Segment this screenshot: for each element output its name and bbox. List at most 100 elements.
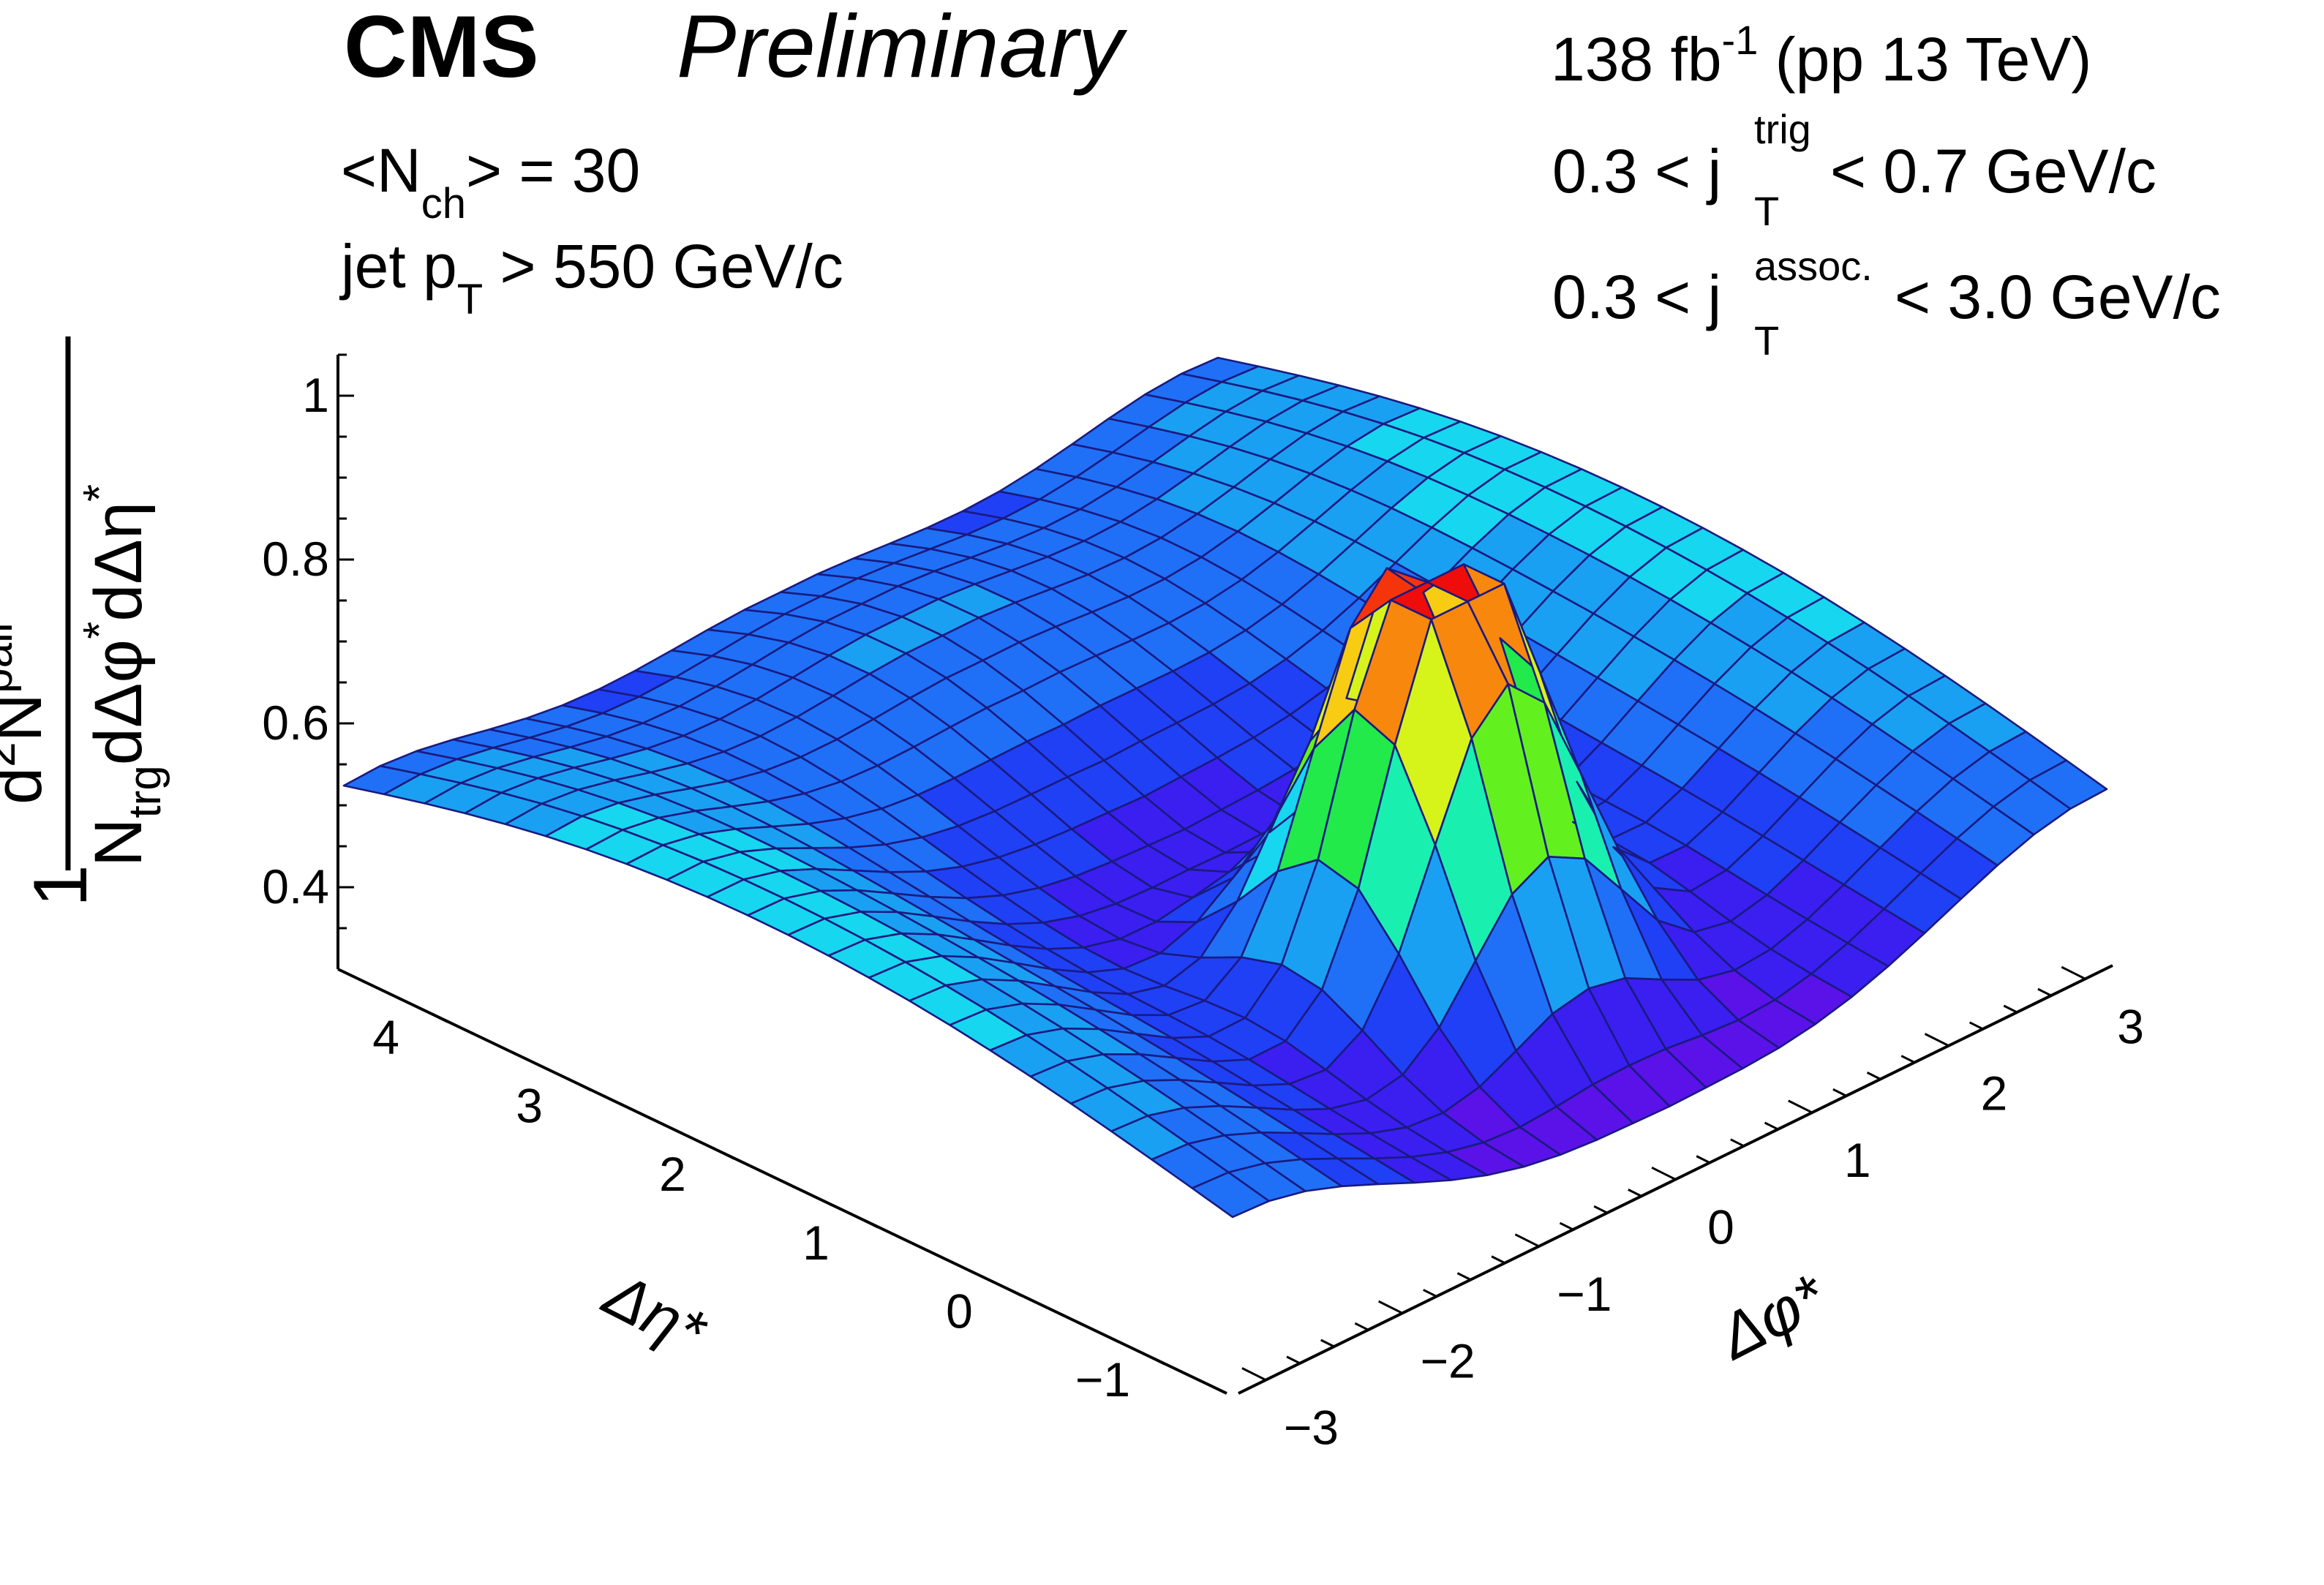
eta-minor-tick <box>387 992 402 1001</box>
z-title-ntrg-n: N <box>81 818 156 867</box>
nch-open: <N <box>341 136 421 205</box>
eta-minor-tick <box>1032 1300 1048 1309</box>
jet-pt-suffix: > 550 GeV/c <box>483 232 843 301</box>
z-title-dphi: dΔφ <box>81 639 156 765</box>
phi-tick-label: −1 <box>1557 1267 1612 1321</box>
z-title-star-1: * <box>75 622 125 639</box>
eta-major-tick <box>853 1214 879 1229</box>
phi-major-tick <box>1651 1166 1677 1181</box>
z-title-one: 1 <box>18 865 103 907</box>
eta-minor-tick <box>674 1129 689 1138</box>
phi-minor-tick <box>2037 987 2052 997</box>
phi-tick-label: −2 <box>1420 1333 1475 1388</box>
phi-minor-tick <box>1559 1221 1574 1231</box>
phi-minor-tick <box>1593 1205 1608 1214</box>
z-title-denominator: NtrgdΔφ*dΔη* <box>75 484 170 867</box>
phi-minor-tick <box>1354 1322 1369 1331</box>
phi-minor-tick <box>1423 1289 1437 1298</box>
phi-minor-tick <box>1730 1138 1745 1148</box>
jet-pt-annotation: jet pT > 550 GeV/c <box>339 232 843 323</box>
eta-tick-label: 2 <box>659 1147 686 1201</box>
phi-major-tick <box>1788 1099 1813 1114</box>
lumi-suffix: (pp 13 TeV) <box>1758 25 2091 94</box>
eta-minor-tick <box>1176 1368 1191 1377</box>
z-tick-label: 1 <box>302 368 329 422</box>
phi-minor-tick <box>1832 1088 1847 1097</box>
eta-minor-tick <box>1104 1334 1119 1343</box>
eta-tick-label: 3 <box>516 1079 543 1133</box>
z-tick-label: 0.8 <box>262 532 329 586</box>
eta-major-tick <box>710 1145 735 1160</box>
eta-minor-tick <box>817 1197 832 1206</box>
eta-minor-tick <box>602 1094 617 1104</box>
trig-superscript: trig <box>1754 106 1811 152</box>
eta-minor-tick <box>960 1265 976 1275</box>
z-axis-title: 1 d2Npair NtrgdΔφ*dΔη* <box>0 336 170 907</box>
z-title-deta: dΔη <box>81 502 156 622</box>
z-tick-label: 0.6 <box>262 696 329 750</box>
eta-minor-tick <box>351 975 366 984</box>
eta-minor-tick <box>889 1231 904 1240</box>
z-tick-label: 0.4 <box>262 859 329 914</box>
eta-minor-tick <box>1068 1317 1083 1326</box>
phi-major-tick <box>2061 965 2086 980</box>
trig-jt-annotation: 0.3 < j <box>1552 137 1721 206</box>
eta-major-tick <box>566 1077 592 1092</box>
phi-minor-tick <box>1628 1189 1642 1197</box>
z-title-star-2: * <box>75 484 125 502</box>
jet-pt-subscript: T <box>457 276 483 323</box>
lumi-label: 138 fb-1 (pp 13 TeV) <box>1551 17 2091 94</box>
jet-pt-prefix: jet p <box>339 232 457 301</box>
phi-major-tick <box>1241 1367 1267 1382</box>
y-axis-title: Δη* <box>593 1258 718 1368</box>
phi-minor-tick <box>1900 1055 1915 1063</box>
eta-major-tick <box>996 1282 1022 1297</box>
assoc-jt-annotation: 0.3 < j <box>1552 263 1721 331</box>
surface-cell <box>2028 759 2108 810</box>
z-title-n: N <box>0 693 56 742</box>
x-axis-title: Δφ* <box>1707 1260 1838 1373</box>
assoc-prefix: 0.3 < j <box>1552 263 1721 331</box>
assoc-superscript: assoc. <box>1754 243 1873 289</box>
eta-tick-label: −1 <box>1075 1352 1130 1407</box>
phi-tick-label: 1 <box>1844 1133 1871 1187</box>
phi-major-tick <box>1924 1033 1949 1047</box>
surface-plot <box>342 356 2108 1219</box>
phi-tick-label: 2 <box>1981 1066 2008 1121</box>
experiment-label: CMS <box>344 0 539 96</box>
phi-minor-tick <box>1764 1121 1779 1131</box>
phi-tick-label: 3 <box>2117 999 2144 1053</box>
eta-major-tick <box>423 1009 448 1023</box>
eta-tick-label: 0 <box>946 1284 973 1338</box>
trig-subscript: T <box>1754 188 1779 234</box>
phi-minor-tick <box>1491 1255 1505 1265</box>
phi-minor-tick <box>1696 1155 1710 1164</box>
phi-minor-tick <box>1456 1272 1472 1281</box>
eta-tick-label: 4 <box>372 1010 399 1064</box>
eta-minor-tick <box>459 1026 474 1035</box>
eta-minor-tick <box>530 1060 546 1069</box>
z-title-pair: pair <box>0 618 22 693</box>
eta-tick-label: 1 <box>802 1216 830 1270</box>
status-label: Preliminary <box>677 0 1128 96</box>
z-title-numerator: d2Npair <box>0 618 56 805</box>
eta-minor-tick <box>745 1163 761 1172</box>
trig-suffix: < 0.7 GeV/c <box>1830 137 2156 206</box>
nch-close: > = 30 <box>466 136 640 205</box>
eta-minor-tick <box>781 1180 797 1189</box>
phi-major-tick <box>1514 1233 1540 1248</box>
phi-tick-label: −3 <box>1284 1401 1339 1455</box>
eta-minor-tick <box>1211 1385 1227 1394</box>
z-title-trg: trg <box>120 765 170 818</box>
phi-minor-tick <box>2003 1004 2017 1014</box>
eta-minor-tick <box>925 1249 940 1257</box>
lumi-exponent: -1 <box>1722 17 1759 63</box>
trig-prefix: 0.3 < j <box>1552 137 1721 206</box>
phi-minor-tick <box>1866 1072 1881 1080</box>
eta-major-tick <box>1140 1351 1165 1366</box>
phi-minor-tick <box>1320 1339 1335 1348</box>
z-title-exp: 2 <box>0 742 25 767</box>
assoc-suffix: < 3.0 GeV/c <box>1895 263 2221 331</box>
assoc-subscript: T <box>1754 317 1779 364</box>
